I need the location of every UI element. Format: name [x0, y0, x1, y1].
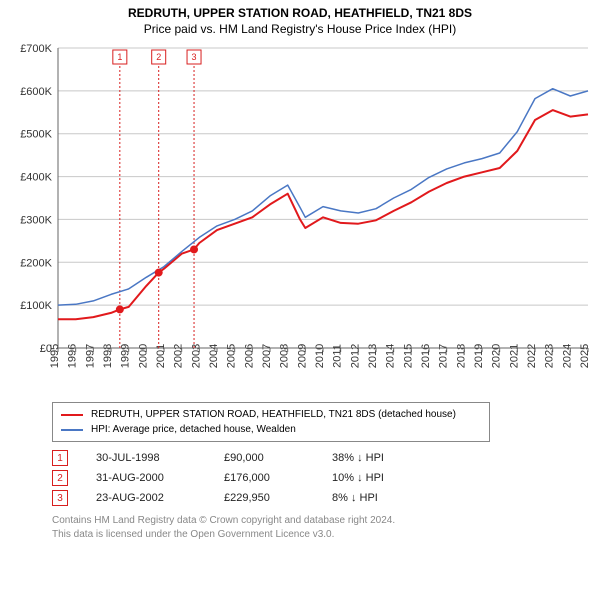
- x-tick-label: 2003: [190, 344, 202, 368]
- event-marker-num: 3: [192, 52, 197, 62]
- credits: Contains HM Land Registry data © Crown c…: [52, 514, 590, 542]
- event-row: 1 30-JUL-1998 £90,000 38% ↓ HPI: [52, 450, 590, 466]
- legend-row: REDRUTH, UPPER STATION ROAD, HEATHFIELD,…: [61, 407, 481, 422]
- x-tick-label: 2012: [349, 344, 361, 368]
- x-tick-label: 1997: [84, 344, 96, 368]
- x-tick-label: 2009: [296, 344, 308, 368]
- event-hpi: 38% ↓ HPI: [332, 452, 412, 464]
- x-tick-label: 1999: [120, 344, 132, 368]
- event-row: 3 23-AUG-2002 £229,950 8% ↓ HPI: [52, 490, 590, 506]
- x-tick-label: 1996: [67, 344, 79, 368]
- x-tick-label: 2019: [473, 344, 485, 368]
- x-tick-label: 2001: [155, 344, 167, 368]
- event-table: 130-JUL-1998£90,00038% ↓ HPI231-AUG-2000…: [52, 450, 590, 506]
- event-dot: [116, 305, 124, 313]
- x-tick-label: 2016: [420, 344, 432, 368]
- chart-area: £0£100K£200K£300K£400K£500K£600K£700K199…: [10, 42, 590, 392]
- y-tick-label: £400K: [20, 172, 52, 184]
- series-hpi: [58, 89, 588, 305]
- legend-label: HPI: Average price, detached house, Weal…: [91, 422, 296, 437]
- title-block: REDRUTH, UPPER STATION ROAD, HEATHFIELD,…: [10, 6, 590, 36]
- event-price: £176,000: [224, 472, 304, 484]
- x-tick-label: 2002: [173, 344, 185, 368]
- x-tick-label: 2013: [367, 344, 379, 368]
- title-line-1: REDRUTH, UPPER STATION ROAD, HEATHFIELD,…: [10, 6, 590, 20]
- x-tick-label: 1995: [49, 344, 61, 368]
- x-tick-label: 2015: [402, 344, 414, 368]
- x-tick-label: 2010: [314, 344, 326, 368]
- x-tick-label: 2018: [455, 344, 467, 368]
- x-tick-label: 2004: [208, 344, 220, 368]
- event-price: £90,000: [224, 452, 304, 464]
- title-line-2: Price paid vs. HM Land Registry's House …: [10, 22, 590, 36]
- event-price: £229,950: [224, 492, 304, 504]
- y-tick-label: £500K: [20, 129, 52, 141]
- y-tick-label: £700K: [20, 43, 52, 55]
- credits-line-1: Contains HM Land Registry data © Crown c…: [52, 514, 590, 528]
- x-tick-label: 2005: [226, 344, 238, 368]
- legend: REDRUTH, UPPER STATION ROAD, HEATHFIELD,…: [52, 402, 490, 442]
- x-tick-label: 2017: [438, 344, 450, 368]
- legend-swatch: [61, 414, 83, 416]
- x-tick-label: 2007: [261, 344, 273, 368]
- event-hpi: 10% ↓ HPI: [332, 472, 412, 484]
- x-tick-label: 2024: [561, 344, 573, 368]
- event-row: 2 31-AUG-2000 £176,000 10% ↓ HPI: [52, 470, 590, 486]
- event-num-box: 2: [52, 470, 68, 486]
- x-tick-label: 2023: [544, 344, 556, 368]
- line-chart: £0£100K£200K£300K£400K£500K£600K£700K199…: [10, 42, 600, 392]
- event-dot: [190, 245, 198, 253]
- legend-swatch: [61, 429, 83, 431]
- x-tick-label: 2020: [491, 344, 503, 368]
- event-dot: [155, 269, 163, 277]
- legend-label: REDRUTH, UPPER STATION ROAD, HEATHFIELD,…: [91, 407, 456, 422]
- y-tick-label: £200K: [20, 257, 52, 269]
- x-tick-label: 2006: [243, 344, 255, 368]
- x-tick-label: 2021: [508, 344, 520, 368]
- event-date: 23-AUG-2002: [96, 492, 196, 504]
- event-date: 30-JUL-1998: [96, 452, 196, 464]
- x-tick-label: 1998: [102, 344, 114, 368]
- event-marker-num: 2: [156, 52, 161, 62]
- event-marker-num: 1: [117, 52, 122, 62]
- y-tick-label: £100K: [20, 300, 52, 312]
- x-tick-label: 2008: [279, 344, 291, 368]
- event-num-box: 1: [52, 450, 68, 466]
- x-tick-label: 2025: [579, 344, 591, 368]
- event-num-box: 3: [52, 490, 68, 506]
- y-tick-label: £600K: [20, 86, 52, 98]
- x-tick-label: 2022: [526, 344, 538, 368]
- x-tick-label: 2000: [137, 344, 149, 368]
- event-hpi: 8% ↓ HPI: [332, 492, 412, 504]
- y-tick-label: £300K: [20, 214, 52, 226]
- chart-container: REDRUTH, UPPER STATION ROAD, HEATHFIELD,…: [0, 0, 600, 590]
- x-tick-label: 2014: [385, 344, 397, 368]
- credits-line-2: This data is licensed under the Open Gov…: [52, 528, 590, 542]
- legend-row: HPI: Average price, detached house, Weal…: [61, 422, 481, 437]
- event-date: 31-AUG-2000: [96, 472, 196, 484]
